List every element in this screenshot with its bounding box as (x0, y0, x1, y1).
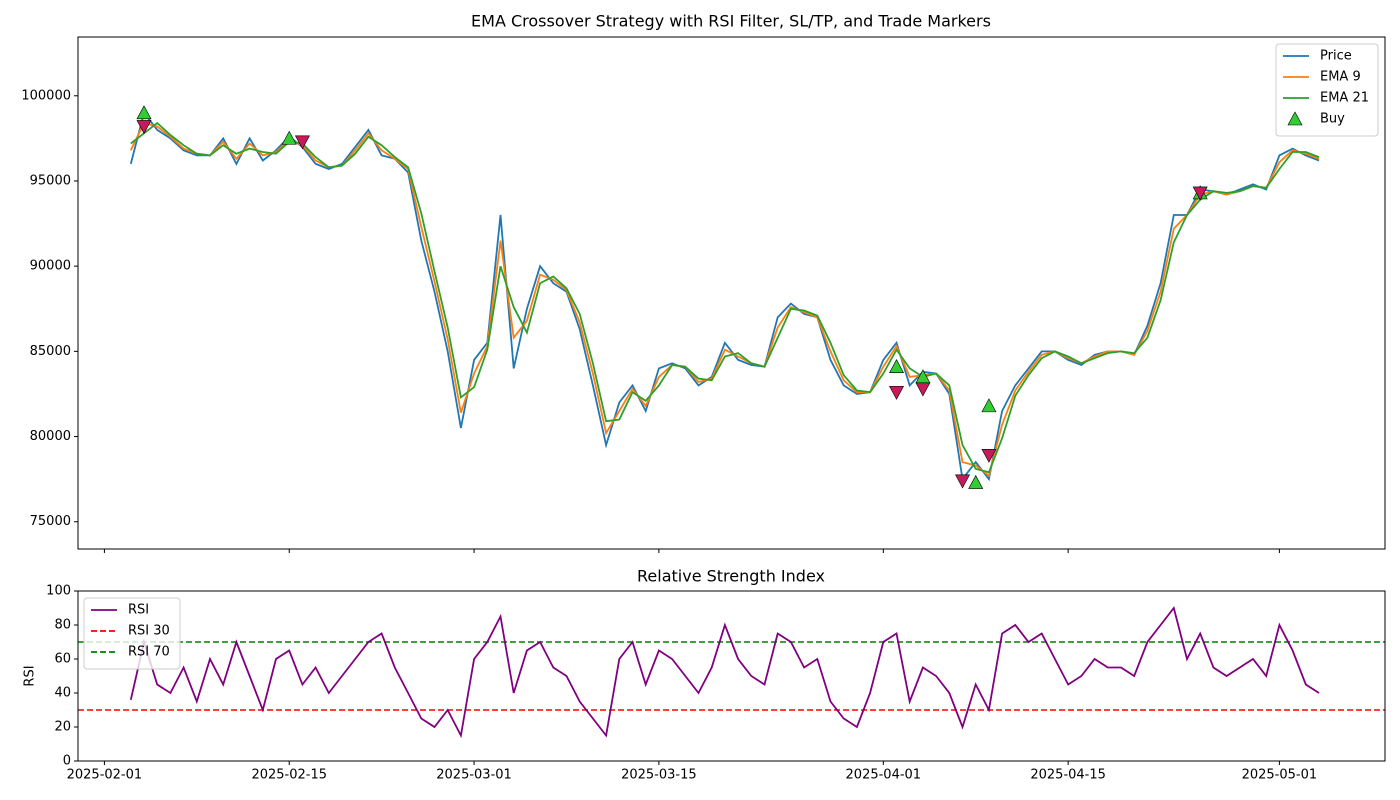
legend-label: Buy (1320, 112, 1345, 127)
trade-marker (281, 130, 297, 145)
y-axis-label: RSI (23, 665, 38, 686)
y-tick-label: 60 (54, 652, 71, 667)
trade-marker (136, 120, 152, 135)
x-tick-label: 2025-02-01 (67, 768, 143, 783)
plot-frame (77, 36, 1386, 550)
y-tick-label: 90000 (30, 259, 71, 274)
y-tick-label: 80000 (30, 429, 71, 444)
x-tick-label: 2025-04-01 (846, 768, 922, 783)
legend-label: EMA 9 (1320, 70, 1361, 85)
legend-marker (1287, 111, 1303, 126)
trade-marker (136, 105, 152, 120)
trade-marker (955, 474, 971, 489)
y-tick-label: 100000 (21, 88, 71, 103)
y-tick-label: 0 (63, 754, 71, 769)
trade-marker (889, 385, 905, 400)
y-tick-label: 80 (54, 618, 71, 633)
legend-label: RSI (128, 603, 149, 618)
trade-marker (915, 382, 931, 397)
trade-marker (981, 448, 997, 463)
y-tick-label: 100 (46, 584, 71, 599)
y-tick-label: 85000 (30, 344, 71, 359)
trade-marker (981, 398, 997, 413)
trade-marker (889, 359, 905, 373)
legend-label: RSI 70 (128, 645, 170, 660)
x-tick-label: 2025-02-15 (251, 768, 327, 783)
x-tick-label: 2025-03-15 (621, 768, 697, 783)
x-tick-label: 2025-04-15 (1030, 768, 1106, 783)
y-tick-label: 75000 (30, 514, 71, 529)
y-tick-label: 95000 (30, 173, 71, 188)
y-tick-label: 40 (54, 686, 71, 701)
legend-box (83, 597, 181, 670)
series-line (130, 121, 1320, 474)
legend-label: RSI 30 (128, 624, 170, 639)
x-tick-label: 2025-05-01 (1242, 768, 1318, 783)
trade-marker (294, 135, 310, 150)
legend-label: Price (1320, 49, 1352, 64)
series-line (129, 606, 1320, 739)
legend-box (1275, 43, 1379, 137)
chart-title: Relative Strength Index (637, 567, 825, 586)
y-tick-label: 20 (54, 720, 71, 735)
trade-marker (1192, 186, 1208, 201)
chart-title: EMA Crossover Strategy with RSI Filter, … (471, 12, 991, 31)
x-tick-label: 2025-03-01 (436, 768, 512, 783)
legend-label: EMA 21 (1320, 91, 1369, 106)
trade-marker (968, 474, 984, 489)
plot-frame (77, 590, 1386, 762)
